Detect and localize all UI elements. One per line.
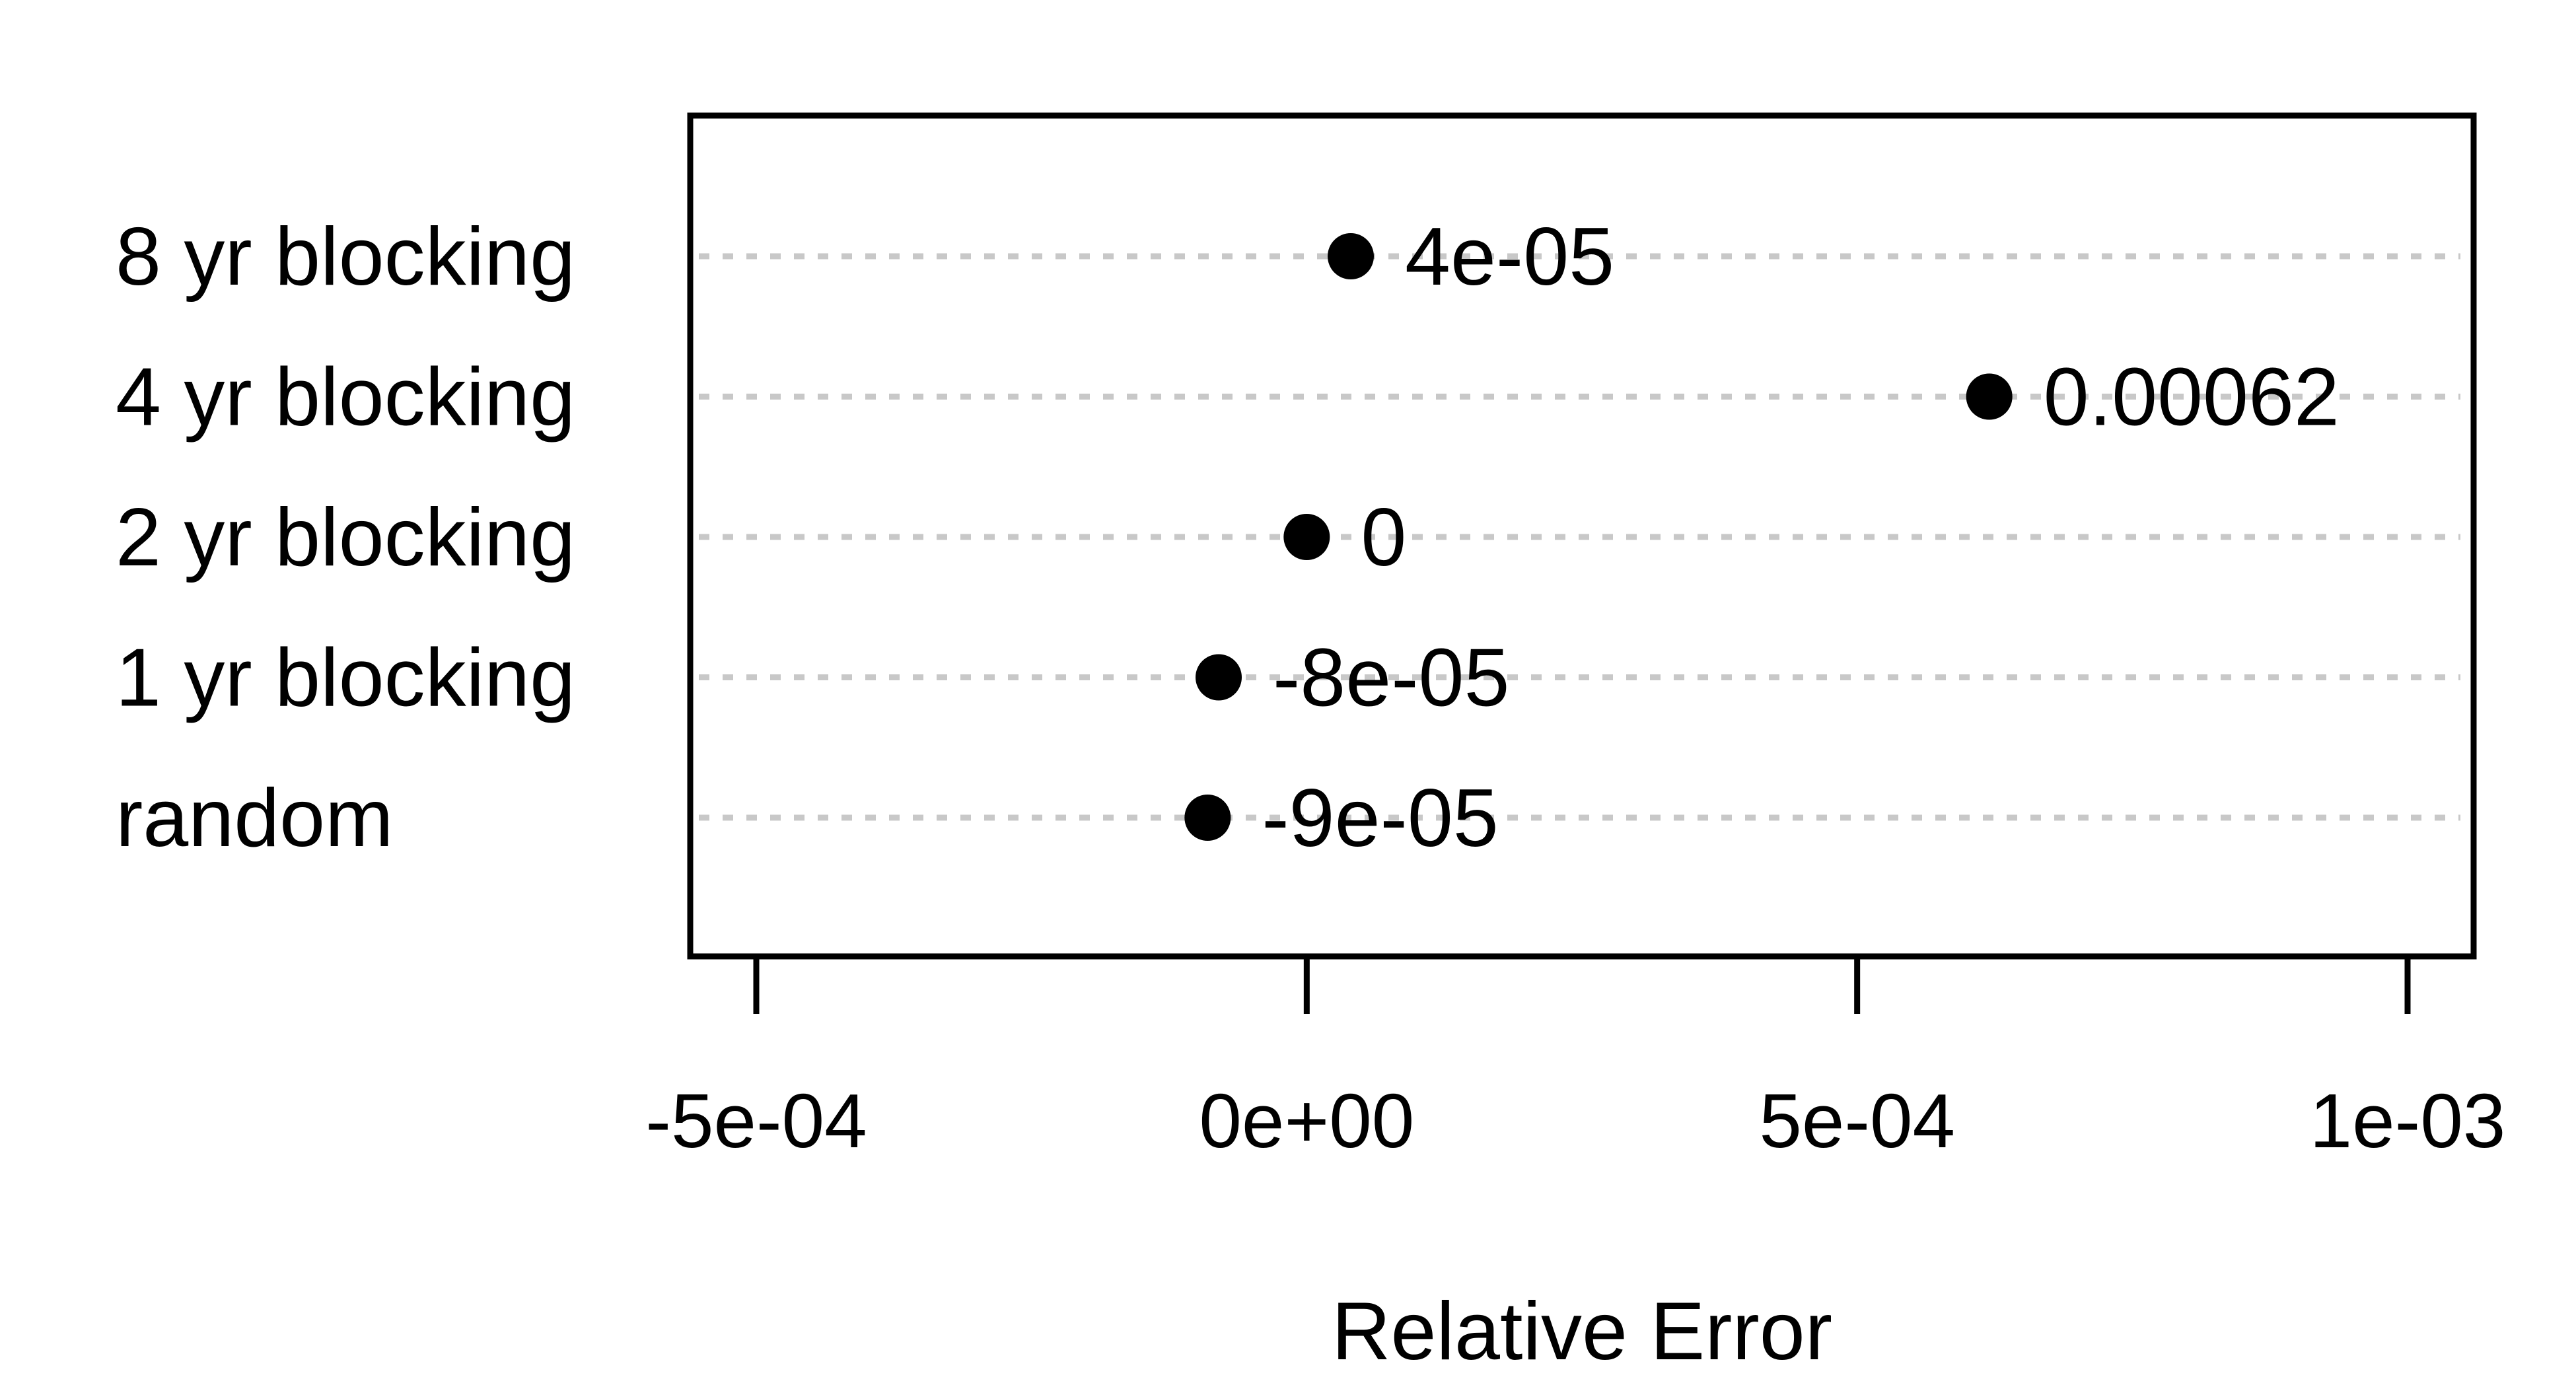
data-label: 4e-05 bbox=[1405, 211, 1614, 302]
plot-frame bbox=[687, 112, 2477, 960]
data-points bbox=[1184, 233, 2013, 841]
category-label: 4 yr blocking bbox=[116, 352, 575, 443]
data-point bbox=[1196, 654, 1242, 701]
x-axis-title: Relative Error bbox=[1332, 1286, 1832, 1377]
gridlines bbox=[699, 253, 2460, 821]
data-label: 0 bbox=[1361, 492, 1406, 583]
x-tick-label: 1e-03 bbox=[2310, 1078, 2506, 1164]
x-axis: -5e-04 0e+00 5e-04 1e-03 bbox=[645, 956, 2505, 1164]
category-label: 1 yr blocking bbox=[116, 633, 575, 724]
category-labels: 8 yr blocking 4 yr blocking 2 yr blocking 1… bbox=[116, 211, 575, 864]
data-label: -8e-05 bbox=[1273, 633, 1509, 724]
data-point bbox=[1328, 233, 1374, 279]
x-tick-label: 5e-04 bbox=[1759, 1078, 1955, 1164]
data-labels: 4e-05 0.00062 0 -8e-05 -9e-05 bbox=[1262, 211, 2340, 864]
x-tick-label: -5e-04 bbox=[645, 1078, 867, 1164]
data-point bbox=[1283, 514, 1330, 560]
data-label: 0.00062 bbox=[2044, 352, 2340, 443]
category-label: random bbox=[116, 773, 393, 864]
category-label: 8 yr blocking bbox=[116, 211, 575, 302]
data-label: -9e-05 bbox=[1262, 773, 1498, 864]
data-point bbox=[1184, 795, 1231, 841]
x-tick-label: 0e+00 bbox=[1199, 1078, 1414, 1164]
data-point bbox=[1966, 373, 2013, 420]
category-label: 2 yr blocking bbox=[116, 492, 575, 583]
